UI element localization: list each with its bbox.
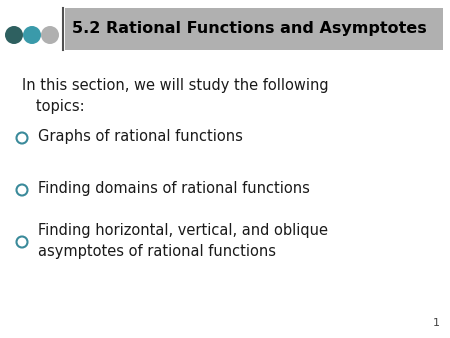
- Circle shape: [41, 26, 59, 44]
- Text: 1: 1: [433, 318, 440, 328]
- Text: 5.2 Rational Functions and Asymptotes: 5.2 Rational Functions and Asymptotes: [72, 22, 427, 37]
- Bar: [65, 8, 443, 50]
- Text: In this section, we will study the following
   topics:: In this section, we will study the follo…: [22, 78, 328, 114]
- Text: Finding horizontal, vertical, and oblique
asymptotes of rational functions: Finding horizontal, vertical, and obliqu…: [38, 223, 328, 259]
- Text: Graphs of rational functions: Graphs of rational functions: [38, 129, 243, 145]
- Circle shape: [5, 26, 23, 44]
- Circle shape: [23, 26, 41, 44]
- Text: Finding domains of rational functions: Finding domains of rational functions: [38, 182, 310, 196]
